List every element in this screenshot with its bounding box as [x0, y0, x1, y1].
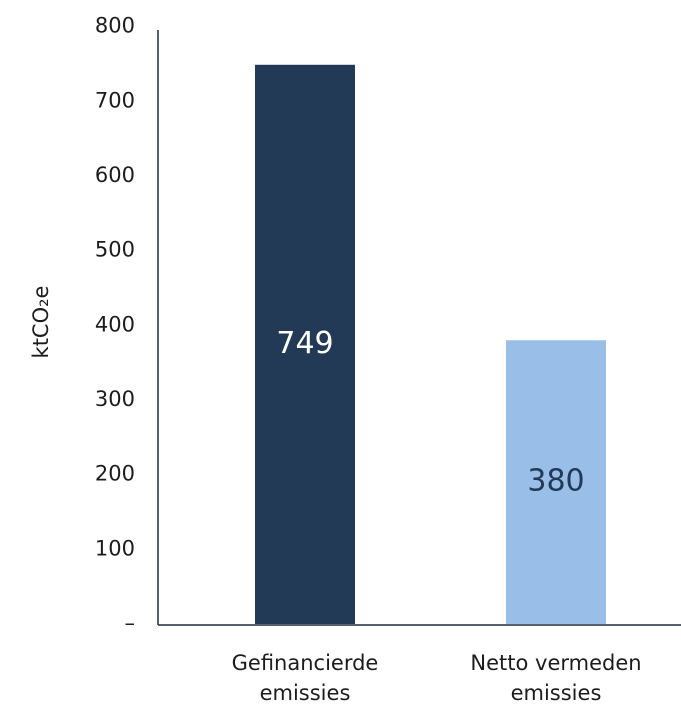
y-tick-label: 700 [95, 88, 135, 112]
y-tick-label: 100 [95, 536, 135, 560]
bar [506, 340, 606, 624]
y-axis-label: ktCO₂e [29, 286, 53, 359]
value-label: 749 [276, 326, 333, 361]
y-tick-label: 800 [95, 14, 135, 38]
bar [255, 64, 355, 624]
value-label: 380 [527, 464, 584, 499]
y-tick-label: 500 [95, 238, 135, 262]
x-tick-label: Netto vermeden emissies [470, 651, 642, 705]
y-tick-label: 600 [95, 163, 135, 187]
y-tick-label: 200 [95, 462, 135, 486]
y-tick-label: 400 [95, 312, 135, 336]
y-tick-label: – [125, 611, 136, 635]
y-tick-label: 300 [95, 387, 135, 411]
x-tick-label: Gefinancierde emissies [231, 651, 379, 705]
